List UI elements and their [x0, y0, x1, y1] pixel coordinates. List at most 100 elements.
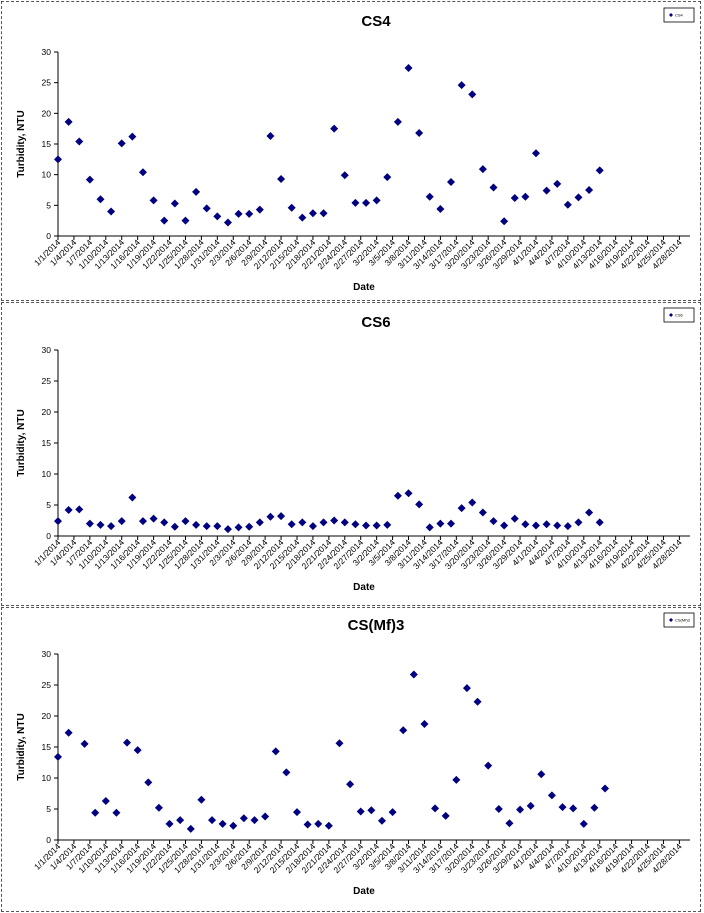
- data-point: [255, 205, 264, 214]
- data-point: [393, 117, 402, 126]
- data-point: [319, 518, 328, 527]
- data-point: [176, 816, 185, 825]
- data-point: [372, 521, 381, 530]
- data-point: [287, 520, 296, 529]
- data-point: [308, 522, 317, 531]
- data-point: [213, 522, 222, 531]
- data-point: [160, 518, 169, 527]
- legend: CS(Mf)3: [663, 612, 695, 628]
- y-tick-label: 20: [42, 108, 52, 118]
- data-point: [452, 775, 461, 784]
- data-point: [367, 806, 376, 815]
- y-tick-label: 0: [46, 835, 51, 845]
- y-tick-label: 15: [42, 139, 52, 149]
- y-tick-label: 15: [42, 742, 52, 752]
- data-point: [213, 212, 222, 221]
- data-point: [441, 811, 450, 820]
- legend-label: CS6: [675, 312, 684, 317]
- data-point: [208, 816, 217, 825]
- data-point: [250, 816, 259, 825]
- data-point: [574, 193, 583, 202]
- data-point: [64, 117, 73, 126]
- y-tick-label: 0: [46, 531, 51, 541]
- data-point: [64, 728, 73, 737]
- data-point: [531, 149, 540, 158]
- data-point: [579, 819, 588, 828]
- data-point: [335, 739, 344, 748]
- data-point: [489, 183, 498, 192]
- data-point: [393, 491, 402, 500]
- data-point: [229, 821, 238, 830]
- data-point: [457, 504, 466, 513]
- data-point: [447, 178, 456, 187]
- series-points: [54, 489, 604, 534]
- data-point: [298, 213, 307, 222]
- data-point: [563, 200, 572, 209]
- y-tick-label: 25: [42, 680, 52, 690]
- y-tick-label: 10: [42, 170, 52, 180]
- data-point: [128, 493, 137, 502]
- data-point: [181, 517, 190, 526]
- data-point: [303, 820, 312, 829]
- data-point: [75, 137, 84, 146]
- x-axis-label: Date: [353, 282, 375, 293]
- data-point: [282, 768, 291, 777]
- data-point: [388, 808, 397, 817]
- y-tick-label: 30: [42, 47, 52, 57]
- legend: CS6: [663, 307, 695, 323]
- data-point: [319, 209, 328, 218]
- data-point: [266, 132, 275, 141]
- data-point: [489, 517, 498, 526]
- data-point: [521, 520, 530, 529]
- chart-2-svg: CS6 CS60510152025301/1/20141/4/20141/7/20…: [16, 307, 695, 593]
- legend-marker: [669, 13, 673, 17]
- data-point: [425, 523, 434, 532]
- data-point: [54, 155, 62, 164]
- y-tick-label: 15: [42, 438, 52, 448]
- data-point: [223, 218, 232, 227]
- data-point: [346, 780, 355, 789]
- data-point: [383, 173, 392, 182]
- chart-3-svg: CS(Mf)3 CS(Mf)30510152025301/1/20141/4/20…: [16, 612, 695, 897]
- data-point: [516, 805, 525, 814]
- data-point: [547, 791, 556, 800]
- data-point: [510, 514, 519, 523]
- chart-title: CS6: [361, 314, 390, 331]
- y-tick-label: 30: [42, 649, 52, 659]
- data-point: [138, 517, 147, 526]
- series-points: [54, 670, 610, 833]
- data-point: [245, 209, 254, 218]
- data-point: [54, 517, 62, 526]
- data-point: [590, 803, 599, 812]
- data-point: [447, 519, 456, 528]
- data-point: [138, 168, 147, 177]
- data-point: [160, 216, 169, 225]
- y-tick-label: 0: [46, 231, 51, 241]
- y-tick-label: 5: [46, 200, 51, 210]
- data-point: [96, 195, 105, 204]
- legend-label: CS(Mf)3: [675, 617, 691, 622]
- data-point: [266, 512, 275, 521]
- data-point: [223, 525, 232, 534]
- data-point: [351, 198, 360, 207]
- data-point: [457, 81, 466, 90]
- data-point: [484, 761, 493, 770]
- data-point: [436, 205, 445, 214]
- y-tick-label: 5: [46, 500, 51, 510]
- data-point: [133, 746, 142, 755]
- data-point: [478, 165, 487, 174]
- x-axis-label: Date: [353, 886, 375, 897]
- data-point: [468, 90, 477, 99]
- data-point: [75, 505, 84, 514]
- data-point: [144, 778, 153, 787]
- data-point: [91, 808, 100, 817]
- data-point: [372, 196, 381, 205]
- data-point: [64, 505, 73, 514]
- data-point: [202, 204, 211, 213]
- legend-box: [663, 612, 695, 628]
- y-axis-label: Turbidity, NTU: [16, 409, 27, 476]
- data-point: [340, 518, 349, 527]
- data-point: [356, 807, 365, 816]
- data-point: [377, 816, 386, 825]
- data-point: [165, 819, 174, 828]
